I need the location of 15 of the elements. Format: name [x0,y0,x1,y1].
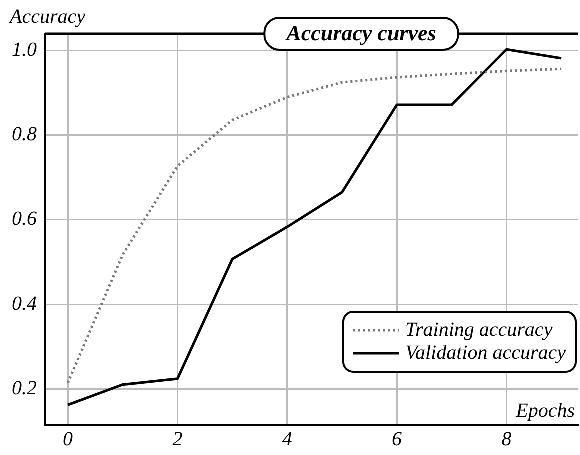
x-tick-label: 4 [282,428,292,450]
x-tick-label: 8 [502,428,512,450]
x-tick-label: 2 [172,428,183,450]
y-tick-label: 0.2 [12,377,37,400]
y-tick-label: 0.4 [12,292,37,315]
chart-title: Accuracy curves [284,20,436,46]
y-tick-label: 0.8 [12,124,37,146]
y-tick-label: 1.0 [12,39,37,62]
legend-label: Validation accuracy [405,342,566,364]
legend-label: Training accuracy [405,318,553,341]
x-tick-label: 0 [63,428,74,450]
y-axis-title: Accuracy [8,6,86,28]
y-tick-label: 0.6 [12,208,37,230]
x-axis-title: Epochs [515,400,576,422]
x-tick-label: 6 [392,428,402,450]
